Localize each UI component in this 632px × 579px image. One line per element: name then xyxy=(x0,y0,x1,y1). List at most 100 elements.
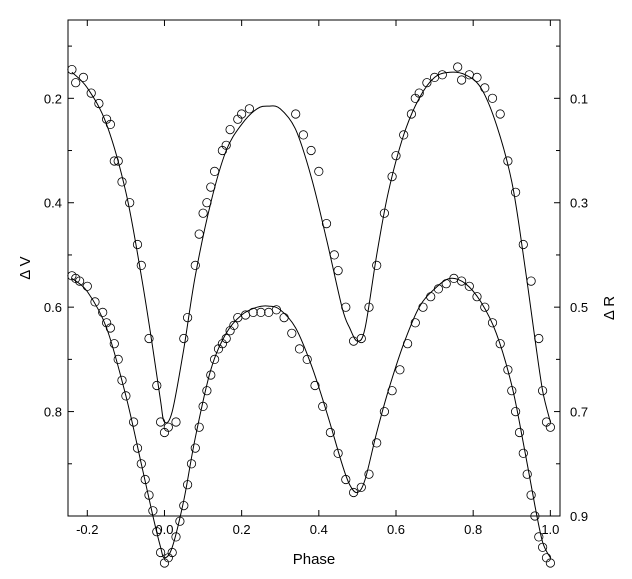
data-point xyxy=(433,284,443,294)
data-point xyxy=(271,305,281,315)
data-point xyxy=(495,109,505,119)
data-point xyxy=(503,156,513,166)
data-point xyxy=(105,119,116,130)
data-point xyxy=(318,401,328,411)
data-point xyxy=(221,140,231,150)
data-point xyxy=(229,320,239,330)
data-point xyxy=(522,469,532,479)
data-point xyxy=(82,281,92,291)
x-tick-label: 0.6 xyxy=(387,522,405,537)
data-point xyxy=(78,72,89,83)
data-point xyxy=(186,459,197,469)
data-point xyxy=(190,260,200,270)
data-point xyxy=(314,166,324,176)
data-point xyxy=(136,459,146,469)
data-point xyxy=(152,380,162,391)
data-point xyxy=(264,307,274,317)
data-point xyxy=(387,172,397,182)
data-point xyxy=(333,448,343,458)
data-point xyxy=(410,318,420,328)
data-point xyxy=(510,187,521,197)
data-point xyxy=(325,427,335,438)
y-left-tick-label: 0.6 xyxy=(44,300,62,315)
data-point xyxy=(537,542,548,552)
data-point xyxy=(129,417,139,427)
data-point xyxy=(113,156,123,166)
data-point xyxy=(202,198,212,208)
data-point xyxy=(422,78,432,88)
data-point xyxy=(437,70,447,80)
data-point xyxy=(156,547,166,558)
data-point xyxy=(399,130,409,140)
data-point xyxy=(526,490,536,500)
x-tick-label: 1.0 xyxy=(541,522,559,537)
x-tick-label: -0.2 xyxy=(76,522,98,537)
data-point xyxy=(198,208,208,218)
data-point xyxy=(244,104,254,114)
data-point xyxy=(117,375,127,385)
data-point xyxy=(152,527,162,537)
data-point xyxy=(109,156,119,166)
axis-ticks xyxy=(68,20,560,517)
data-point xyxy=(387,386,397,396)
data-point xyxy=(534,333,544,344)
data-point xyxy=(190,443,200,453)
data-point xyxy=(206,370,216,380)
data-point xyxy=(514,427,525,438)
data-point xyxy=(456,75,467,85)
data-point xyxy=(109,339,119,349)
fit-curve-2 xyxy=(71,277,551,559)
data-point xyxy=(90,297,100,307)
data-point xyxy=(113,354,123,364)
y-right-tick-label: 0.3 xyxy=(570,196,588,211)
data-point xyxy=(310,380,320,391)
data-point xyxy=(341,474,351,485)
data-point xyxy=(156,417,166,427)
data-point xyxy=(210,166,220,176)
y-axis-title-right: Δ R xyxy=(601,296,618,320)
data-point xyxy=(464,281,474,291)
data-point xyxy=(406,109,416,119)
x-tick-label: 0.8 xyxy=(464,522,482,537)
data-point xyxy=(503,365,513,375)
data-point xyxy=(372,260,382,270)
data-point xyxy=(183,480,193,490)
data-point xyxy=(372,438,382,448)
data-point xyxy=(206,182,216,192)
data-point xyxy=(414,88,424,98)
data-point xyxy=(225,125,235,135)
data-point xyxy=(441,279,451,289)
data-point xyxy=(495,339,505,349)
data-point xyxy=(518,239,528,250)
data-point xyxy=(298,130,308,140)
x-tick-label: 0.4 xyxy=(310,522,328,537)
data-point xyxy=(237,109,247,119)
data-point xyxy=(453,62,463,72)
y-axis-title-left: Δ V xyxy=(17,256,34,279)
data-point xyxy=(233,312,243,323)
data-point xyxy=(302,354,312,364)
data-point xyxy=(175,516,185,526)
data-point xyxy=(194,422,204,432)
y-right-tick-label: 0.5 xyxy=(570,300,588,315)
data-point xyxy=(105,323,116,333)
data-point xyxy=(171,532,181,542)
data-point xyxy=(534,532,544,542)
data-point xyxy=(348,487,359,498)
data-point xyxy=(140,474,150,485)
y-left-tick-label: 0.8 xyxy=(44,405,62,420)
data-point xyxy=(144,490,154,500)
data-point xyxy=(364,302,374,312)
data-point xyxy=(480,83,490,93)
data-point xyxy=(379,208,389,218)
data-point xyxy=(487,318,498,328)
data-point xyxy=(291,109,301,119)
data-point xyxy=(472,292,482,302)
x-tick-label: 0.2 xyxy=(233,522,251,537)
data-point xyxy=(117,177,127,187)
data-point xyxy=(194,229,204,239)
x-tick-label: 0.0 xyxy=(155,522,173,537)
data-point xyxy=(132,443,143,453)
data-point xyxy=(364,469,374,479)
